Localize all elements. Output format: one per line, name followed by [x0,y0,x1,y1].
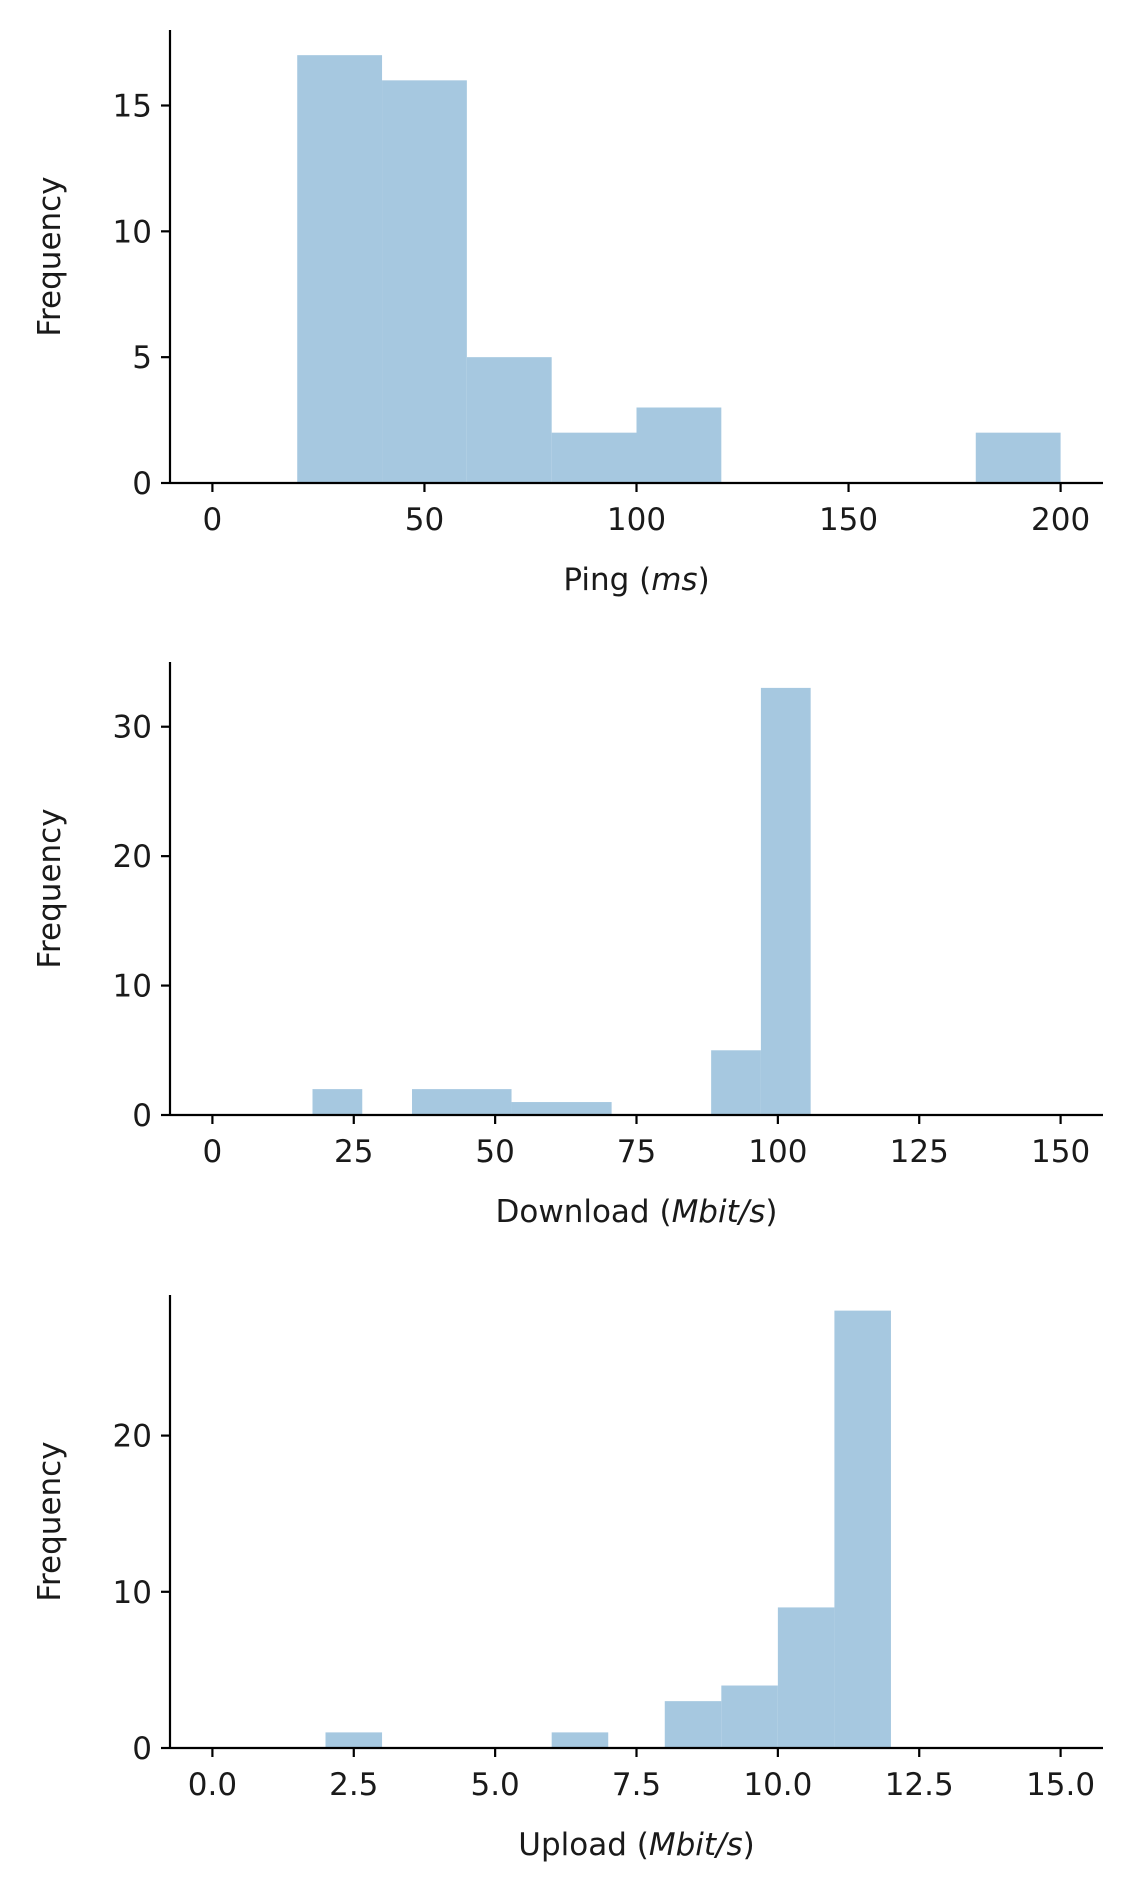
ping-x-axis-label: Ping (ms) [563,562,709,598]
ping-y-tick-label: 0 [132,466,152,502]
download-y-tick-label: 10 [113,969,152,1005]
ping-bar-4 [636,407,722,483]
upload-x-axis-label: Upload (Mbit/s) [518,1827,754,1863]
ping-bar-0 [297,55,383,484]
upload-bar-1 [551,1732,609,1748]
download-y-tick-label: 0 [132,1098,152,1134]
upload-x-tick-label: 10.0 [743,1767,812,1803]
ping-y-tick-label: 15 [113,89,152,125]
ping-bar-5 [975,432,1061,483]
download-x-axis-label: Download (Mbit/s) [496,1194,778,1230]
upload-bar-4 [777,1607,835,1748]
download-y-tick-label: 30 [113,710,152,746]
upload-y-axis-label: Frequency [32,1441,68,1601]
download-histogram: 0 25 50 75 100 125 150 0 10 20 30 Download (Mbit/s)… [32,662,1103,1230]
download-x-tick-label: 150 [1031,1134,1090,1170]
upload-histogram: 0.0 2.5 5.0 7.5 10.0 12.5 15.0 0 10 20 Upload (Mbi… [32,1295,1103,1863]
download-y-axis-label: Frequency [32,808,68,968]
upload-y-tick-label: 10 [113,1575,152,1611]
ping-y-tick-label: 10 [113,214,152,250]
ping-y-tick-label: 5 [132,340,152,376]
download-bar-2 [511,1102,612,1115]
ping-bar-3 [551,432,637,483]
upload-bar-3 [721,1685,778,1748]
ping-x-tick-label: 50 [405,502,444,538]
ping-x-tick-label: 200 [1031,502,1090,538]
download-x-tick-label: 25 [334,1134,373,1170]
upload-bar-2 [664,1701,722,1748]
download-x-tick-label: 75 [617,1134,656,1170]
ping-bar-1 [382,80,467,483]
download-bar-1 [412,1089,512,1115]
download-bar-0 [312,1089,363,1115]
upload-x-tick-label: 15.0 [1026,1767,1095,1803]
upload-x-tick-label: 5.0 [470,1767,519,1803]
upload-x-tick-label: 2.5 [329,1767,378,1803]
download-x-tick-label: 100 [748,1134,807,1170]
upload-x-tick-label: 12.5 [885,1767,954,1803]
ping-y-axis-label: Frequency [32,176,68,336]
download-bar-4 [760,687,811,1115]
download-y-tick-label: 20 [113,839,152,875]
upload-bar-5 [834,1310,891,1748]
upload-y-tick-label: 0 [132,1731,152,1767]
download-x-tick-label: 0 [203,1134,223,1170]
upload-y-tick-label: 20 [113,1419,152,1455]
download-x-tick-label: 125 [890,1134,949,1170]
download-x-tick-label: 50 [475,1134,514,1170]
ping-bar-2 [466,357,552,483]
ping-x-tick-label: 0 [203,502,223,538]
ping-histogram: 0 50 100 150 200 0 5 10 15 Ping (ms) Frequency [32,30,1103,598]
download-bar-3 [711,1050,761,1115]
ping-x-tick-label: 150 [819,502,878,538]
upload-x-tick-label: 7.5 [612,1767,661,1803]
ping-x-tick-label: 100 [607,502,666,538]
upload-x-tick-label: 0.0 [188,1767,237,1803]
upload-bar-0 [325,1732,383,1748]
